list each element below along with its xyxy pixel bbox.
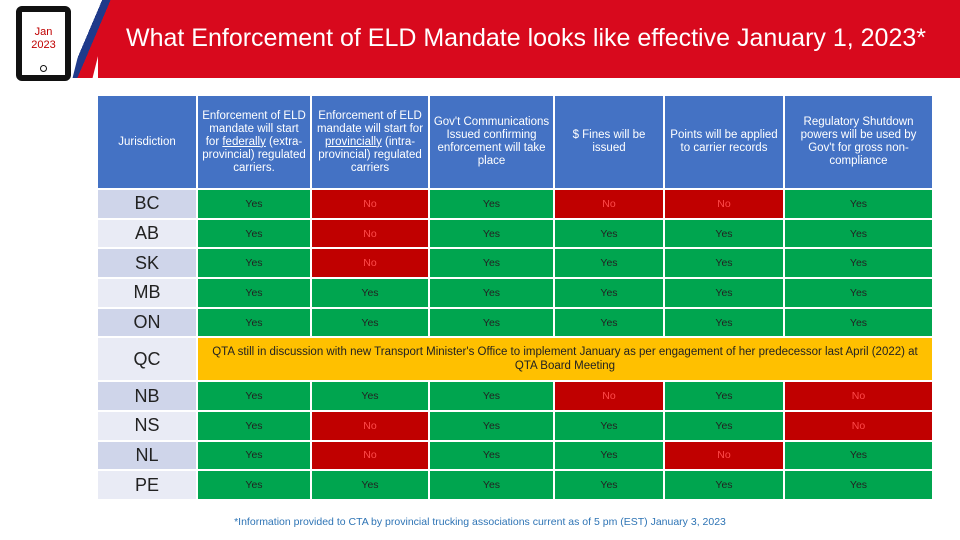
header-federal-pre: Enforcement of ELD mandate will start fo… [202,109,306,148]
status-cell: Yes [783,277,934,309]
header-points: Points will be applied to carrier record… [663,94,785,190]
header-federal-emph: federally [222,135,266,148]
header-row: Jurisdiction Enforcement of ELD mandate … [96,94,934,190]
status-cell: Yes [428,277,555,309]
badge-year: 2023 [31,39,56,51]
header-fines: $ Fines will be issued [553,94,665,190]
status-cell: Yes [428,188,555,220]
status-cell: Yes [553,409,665,442]
status-cell: No [783,380,934,412]
status-cell: Yes [428,247,555,280]
header-shutdown: Regulatory Shutdown powers will be used … [783,94,934,190]
jurisdiction-cell: MB [96,277,198,309]
status-cell: No [310,247,430,280]
status-cell: Yes [783,188,934,220]
header-provincial-pre: Enforcement of ELD mandate will start fo… [316,109,424,135]
status-cell: Yes [428,439,555,472]
header-jurisdiction: Jurisdiction [96,94,198,190]
table-row: NL Yes No Yes Yes No Yes [96,439,934,472]
header-provincial-emph: provincially [324,135,382,148]
status-cell: Yes [310,277,430,309]
table-body: BC Yes No Yes No No Yes AB Yes No Yes Yes Yes Yes SK Ye… [96,188,934,501]
status-cell: No [553,188,665,220]
tablet-home-button [40,65,47,72]
status-cell: No [783,409,934,442]
status-cell: Yes [428,217,555,250]
tablet-icon: Jan 2023 [16,6,71,81]
status-cell: Yes [310,380,430,412]
status-cell: Yes [196,439,312,472]
status-cell: Yes [663,217,785,250]
status-cell: Yes [663,380,785,412]
jurisdiction-cell: NL [96,439,198,472]
status-cell: Yes [783,469,934,501]
status-cell: Yes [783,439,934,472]
status-note: QTA still in discussion with new Transpo… [196,336,934,383]
title-banner [98,0,960,78]
status-cell: Yes [553,306,665,339]
status-cell: Yes [196,277,312,309]
status-cell: Yes [196,469,312,501]
table-row: NS Yes No Yes Yes Yes No [96,409,934,442]
status-cell: Yes [663,277,785,309]
table-row: MB Yes Yes Yes Yes Yes Yes [96,277,934,309]
status-cell: Yes [553,277,665,309]
jurisdiction-cell: AB [96,217,198,250]
table-row: PE Yes Yes Yes Yes Yes Yes [96,469,934,501]
jurisdiction-cell: BC [96,188,198,220]
table-row: NB Yes Yes Yes No Yes No [96,380,934,412]
status-cell: Yes [663,247,785,280]
table-row: AB Yes No Yes Yes Yes Yes [96,217,934,250]
jurisdiction-cell: NS [96,409,198,442]
status-cell: Yes [196,247,312,280]
status-cell: Yes [428,409,555,442]
status-cell: No [553,380,665,412]
header-federal-post: (extra-provincial) regulated carriers. [202,135,306,174]
status-cell: Yes [663,469,785,501]
status-cell: Yes [428,306,555,339]
status-cell: Yes [196,188,312,220]
status-cell: No [310,188,430,220]
status-cell: Yes [310,469,430,501]
header-provincial: Enforcement of ELD mandate will start fo… [310,94,430,190]
badge-month: Jan [34,26,53,38]
date-badge: Jan 2023 [22,26,65,52]
header-comms: Gov't Communications Issued confirming e… [428,94,555,190]
status-cell: Yes [428,469,555,501]
status-cell: Yes [663,409,785,442]
status-cell: Yes [553,439,665,472]
status-cell: No [663,439,785,472]
status-cell: No [310,439,430,472]
jurisdiction-cell: PE [96,469,198,501]
jurisdiction-cell: NB [96,380,198,412]
header-federal: Enforcement of ELD mandate will start fo… [196,94,312,190]
status-cell: Yes [783,247,934,280]
status-cell: No [310,217,430,250]
status-cell: Yes [196,306,312,339]
page-title: What Enforcement of ELD Mandate looks li… [126,24,926,52]
enforcement-table: Jurisdiction Enforcement of ELD mandate … [96,94,934,501]
jurisdiction-cell: QC [96,336,198,383]
status-cell: Yes [553,247,665,280]
header-provincial-post: (intra-provincial) regulated carriers [318,135,422,174]
status-cell: Yes [428,380,555,412]
status-cell: Yes [663,306,785,339]
table-row: ON Yes Yes Yes Yes Yes Yes [96,306,934,339]
status-cell: Yes [553,469,665,501]
status-cell: No [663,188,785,220]
status-cell: Yes [196,380,312,412]
status-cell: Yes [310,306,430,339]
jurisdiction-cell: SK [96,247,198,280]
status-cell: Yes [553,217,665,250]
status-cell: Yes [196,217,312,250]
status-cell: No [310,409,430,442]
status-cell: Yes [196,409,312,442]
jurisdiction-cell: ON [96,306,198,339]
status-cell: Yes [783,217,934,250]
table-row: SK Yes No Yes Yes Yes Yes [96,247,934,280]
table-row: QC QTA still in discussion with new Trans… [96,336,934,383]
footnote: *Information provided to CTA by provinci… [234,516,726,528]
table-row: BC Yes No Yes No No Yes [96,188,934,220]
status-cell: Yes [783,306,934,339]
